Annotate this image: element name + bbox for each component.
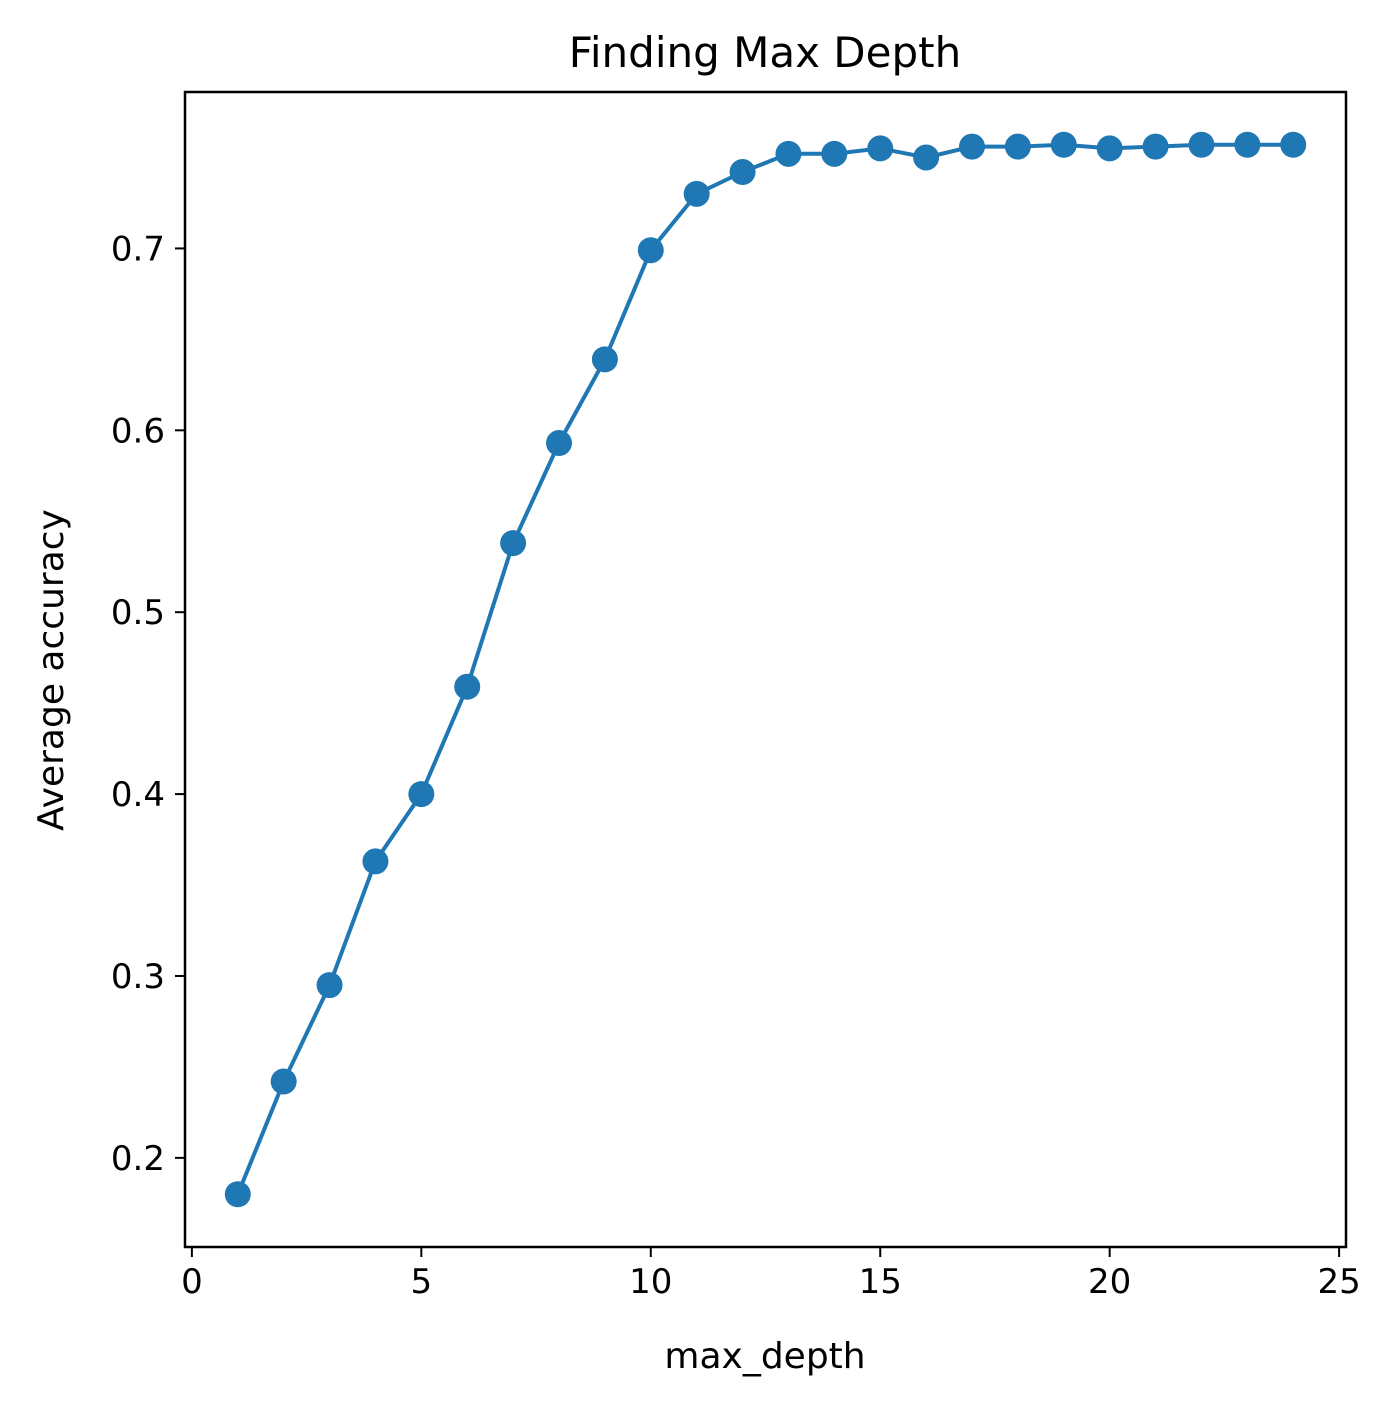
data-point bbox=[683, 180, 710, 207]
y-axis-label: Average accuracy bbox=[31, 509, 72, 831]
x-tick-label: 20 bbox=[1088, 1262, 1131, 1302]
data-point bbox=[362, 848, 389, 875]
data-point bbox=[270, 1068, 297, 1095]
data-point bbox=[1188, 131, 1215, 158]
data-point bbox=[408, 781, 435, 808]
x-tick-label: 25 bbox=[1317, 1262, 1360, 1302]
data-point bbox=[1142, 133, 1169, 160]
data-point bbox=[913, 144, 940, 171]
data-point bbox=[500, 530, 527, 557]
chart-title: Finding Max Depth bbox=[569, 28, 961, 77]
y-tick-label: 0.7 bbox=[111, 229, 165, 269]
data-point bbox=[867, 135, 894, 162]
data-point bbox=[1234, 131, 1261, 158]
data-point bbox=[821, 140, 848, 167]
data-point bbox=[729, 159, 756, 186]
data-point bbox=[1280, 131, 1307, 158]
y-tick-label: 0.5 bbox=[111, 593, 165, 633]
plot-area-frame bbox=[183, 90, 1348, 1249]
data-point bbox=[224, 1181, 251, 1208]
x-tick-label: 0 bbox=[181, 1262, 203, 1302]
x-axis: 0 5 10 15 20 25 bbox=[181, 1247, 1361, 1302]
x-tick-label: 10 bbox=[629, 1262, 672, 1302]
x-axis-label: max_depth bbox=[664, 1336, 865, 1377]
x-tick-label: 15 bbox=[859, 1262, 902, 1302]
y-tick-label: 0.3 bbox=[111, 957, 165, 997]
x-tick-label: 5 bbox=[411, 1262, 433, 1302]
y-tick-label: 0.6 bbox=[111, 411, 165, 451]
series-line bbox=[235, 142, 1294, 1196]
data-point bbox=[454, 673, 481, 700]
data-point bbox=[775, 140, 802, 167]
data-point bbox=[959, 133, 986, 160]
series-markers bbox=[224, 131, 1307, 1208]
data-point bbox=[1050, 131, 1077, 158]
data-point bbox=[545, 430, 572, 457]
data-point bbox=[591, 346, 618, 373]
data-point bbox=[637, 237, 664, 264]
data-point bbox=[316, 972, 343, 999]
data-point bbox=[1096, 135, 1123, 162]
y-tick-label: 0.4 bbox=[111, 775, 165, 815]
data-point bbox=[1004, 133, 1031, 160]
y-tick-label: 0.2 bbox=[111, 1139, 165, 1179]
y-axis: 0.2 0.3 0.4 0.5 0.6 0.7 bbox=[111, 229, 185, 1179]
